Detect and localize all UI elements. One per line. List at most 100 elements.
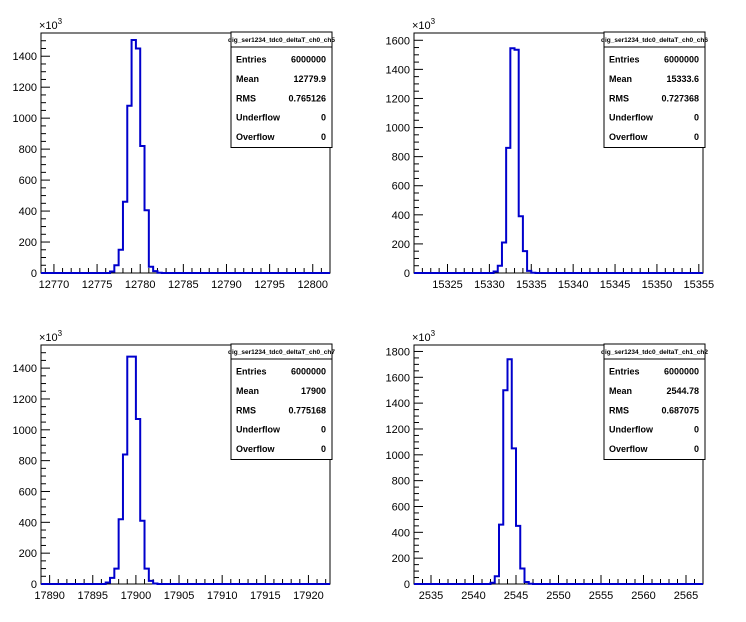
histogram-bin — [519, 216, 523, 273]
x-tick-label: 12800 — [297, 279, 328, 291]
histogram-panel: 0 200 400 600 800 1000 1200 1400 17890 17895 17900… — [13, 329, 336, 602]
y-tick-label: 0 — [31, 579, 37, 591]
x-tick-label: 2565 — [674, 590, 698, 602]
stats-value: 0.727368 — [661, 93, 699, 103]
histogram-bin — [149, 581, 153, 584]
y-tick-label: 1800 — [386, 346, 410, 358]
stats-label: RMS — [236, 93, 256, 103]
y-tick-label: 1400 — [386, 398, 410, 410]
x-tick-label: 12785 — [168, 279, 199, 291]
stats-label: Overflow — [609, 444, 649, 454]
stats-value: 2544.78 — [666, 386, 699, 396]
stats-label: Underflow — [236, 425, 281, 435]
y-tick-label: 1400 — [13, 51, 37, 63]
histogram-outline — [414, 47, 703, 274]
histogram-bin — [106, 582, 110, 584]
stats-label: Overflow — [236, 132, 276, 142]
y-tick-label: 1600 — [386, 372, 410, 384]
histogram-panel: 0 200 400 600 800 1000 1200 1400 1600 1800 2535 254… — [386, 329, 709, 602]
y-tick-label: 1200 — [13, 394, 37, 406]
stats-label: RMS — [609, 93, 629, 103]
stats-label: Overflow — [609, 132, 649, 142]
histogram-bin — [145, 210, 149, 273]
stats-value: 6000000 — [291, 55, 326, 65]
y-tick-label: 0 — [404, 268, 410, 280]
x-tick-label: 15340 — [558, 279, 589, 291]
stats-value: 15333.6 — [666, 74, 699, 84]
y-tick-label: 1400 — [13, 363, 37, 375]
x-tick-label: 15335 — [516, 279, 547, 291]
x-tick-label: 2555 — [589, 590, 613, 602]
x-tick-label: 15355 — [684, 279, 715, 291]
x-tick-label: 2535 — [419, 590, 443, 602]
stats-box — [230, 343, 333, 460]
stats-value: 0 — [321, 132, 326, 142]
stats-value: 0 — [321, 444, 326, 454]
stats-label: Entries — [236, 55, 267, 65]
x-tick-label: 12790 — [211, 279, 242, 291]
x-tick-label: 17915 — [250, 590, 281, 602]
stats-label: Mean — [236, 74, 259, 84]
y-tick-label: 600 — [19, 175, 37, 187]
x-tick-label: 17910 — [207, 590, 238, 602]
y-tick-label: 800 — [392, 152, 410, 164]
x-tick-label: 12770 — [39, 279, 70, 291]
y-tick-label: 0 — [404, 579, 410, 591]
stats-value: 6000000 — [664, 55, 699, 65]
stats-box — [603, 31, 706, 148]
stats-label: Underflow — [609, 113, 654, 123]
histogram-bin — [510, 48, 514, 273]
y-tick-label: 800 — [19, 456, 37, 468]
histogram-bin — [123, 454, 127, 584]
stats-value: 0 — [694, 425, 699, 435]
histogram-bin — [506, 148, 510, 273]
histogram-bin — [114, 265, 118, 273]
x-tick-label: 15345 — [600, 279, 631, 291]
y-tick-label: 200 — [392, 553, 410, 565]
x-tick-label: 15330 — [474, 279, 505, 291]
y-tick-label: 400 — [392, 210, 410, 222]
histogram-outline — [41, 38, 330, 274]
histogram-bin — [123, 202, 127, 273]
histogram-bin — [140, 146, 144, 273]
histogram-bin — [127, 357, 131, 584]
stats-label: Underflow — [609, 425, 654, 435]
y-multiplier-label: ×103 — [412, 17, 436, 32]
y-multiplier-label: ×103 — [39, 17, 63, 32]
x-tick-label: 12780 — [125, 279, 156, 291]
histogram-bin — [512, 448, 516, 584]
stats-value: 0 — [321, 425, 326, 435]
stats-title: dig_ser1234_tdc0_deltaT_ch0_ch6 — [601, 37, 708, 44]
histogram-bin — [508, 359, 512, 584]
x-tick-label: 15350 — [642, 279, 673, 291]
histogram-bin — [127, 106, 131, 273]
stats-value: 6000000 — [664, 367, 699, 377]
histogram-bin — [495, 576, 499, 584]
y-tick-label: 1000 — [386, 450, 410, 462]
histogram-bin — [145, 569, 149, 584]
histogram-bin — [499, 525, 503, 584]
y-tick-label: 600 — [19, 486, 37, 498]
x-tick-label: 12795 — [254, 279, 285, 291]
x-tick-label: 17895 — [77, 590, 108, 602]
histogram-bin — [520, 568, 524, 584]
histogram-bin — [153, 271, 157, 273]
stats-label: Mean — [236, 386, 259, 396]
histogram-bin — [132, 40, 136, 273]
stats-value: 12779.9 — [293, 74, 326, 84]
x-tick-label: 15325 — [432, 279, 463, 291]
histogram-outline — [41, 355, 330, 585]
histogram-bin — [136, 419, 140, 584]
histogram-bin — [498, 266, 502, 273]
stats-value: 0.687075 — [661, 405, 699, 415]
y-tick-label: 1600 — [386, 35, 410, 47]
histogram-panel: 0 200 400 600 800 1000 1200 1400 12770 12775 12780… — [13, 17, 336, 291]
stats-value: 0.765126 — [288, 93, 326, 103]
stats-value: 0 — [694, 132, 699, 142]
stats-label: Entries — [609, 367, 640, 377]
y-tick-label: 1200 — [386, 93, 410, 105]
x-tick-label: 17920 — [293, 590, 324, 602]
x-tick-label: 2560 — [631, 590, 655, 602]
histogram-bin — [491, 583, 495, 584]
